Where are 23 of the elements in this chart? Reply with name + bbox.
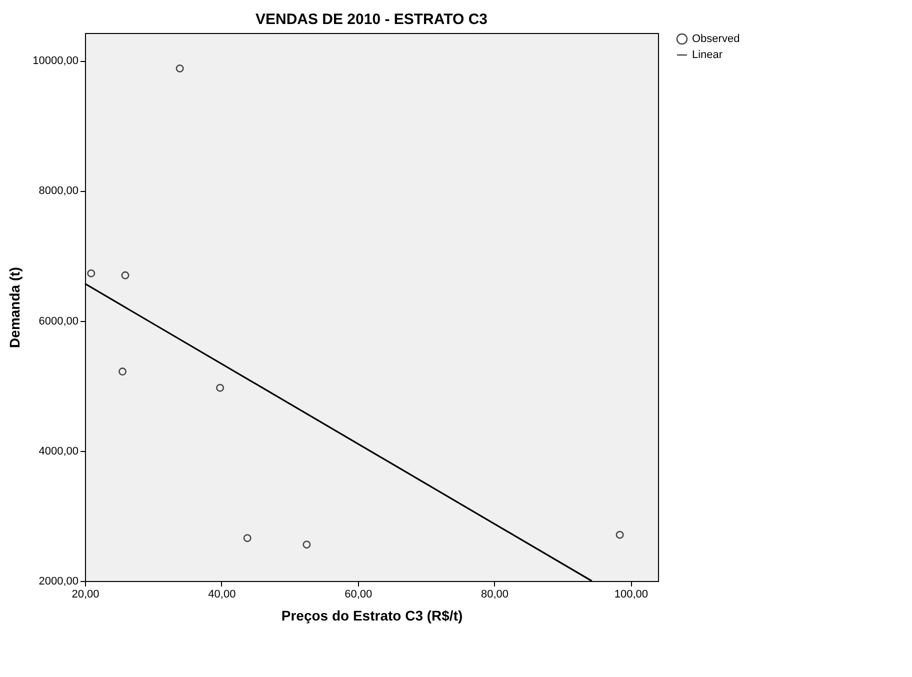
y-tick-label: 4000,00 bbox=[38, 445, 78, 458]
x-tick-label: 80,00 bbox=[481, 588, 509, 600]
point bbox=[216, 384, 224, 392]
y-tick-label: 6000,00 bbox=[38, 315, 78, 328]
y-tick-label: 10000,00 bbox=[32, 55, 78, 68]
x-tick-label: 60,00 bbox=[344, 588, 372, 600]
x-axis-title: Preços do Estrato C3 (R$/t) bbox=[281, 608, 463, 624]
legend-label: Linear bbox=[692, 49, 723, 61]
x-tick-label: 100,00 bbox=[614, 588, 648, 600]
point bbox=[176, 64, 184, 72]
legend-label: Observed bbox=[692, 33, 740, 45]
point bbox=[118, 368, 127, 376]
point bbox=[121, 271, 130, 280]
y-tick-label: 8000,00 bbox=[38, 185, 78, 198]
x-tick-label: 20,00 bbox=[72, 588, 100, 600]
point bbox=[243, 534, 252, 542]
y-axis-title: Demanda (t) bbox=[6, 267, 23, 348]
x-tick-label: 40,00 bbox=[208, 588, 236, 600]
point bbox=[87, 269, 96, 278]
y-tick-label: 2000,00 bbox=[38, 576, 78, 588]
point bbox=[302, 540, 311, 549]
point bbox=[616, 530, 624, 539]
chart-title: VENDAS DE 2010 - ESTRATO C3 bbox=[255, 11, 488, 28]
